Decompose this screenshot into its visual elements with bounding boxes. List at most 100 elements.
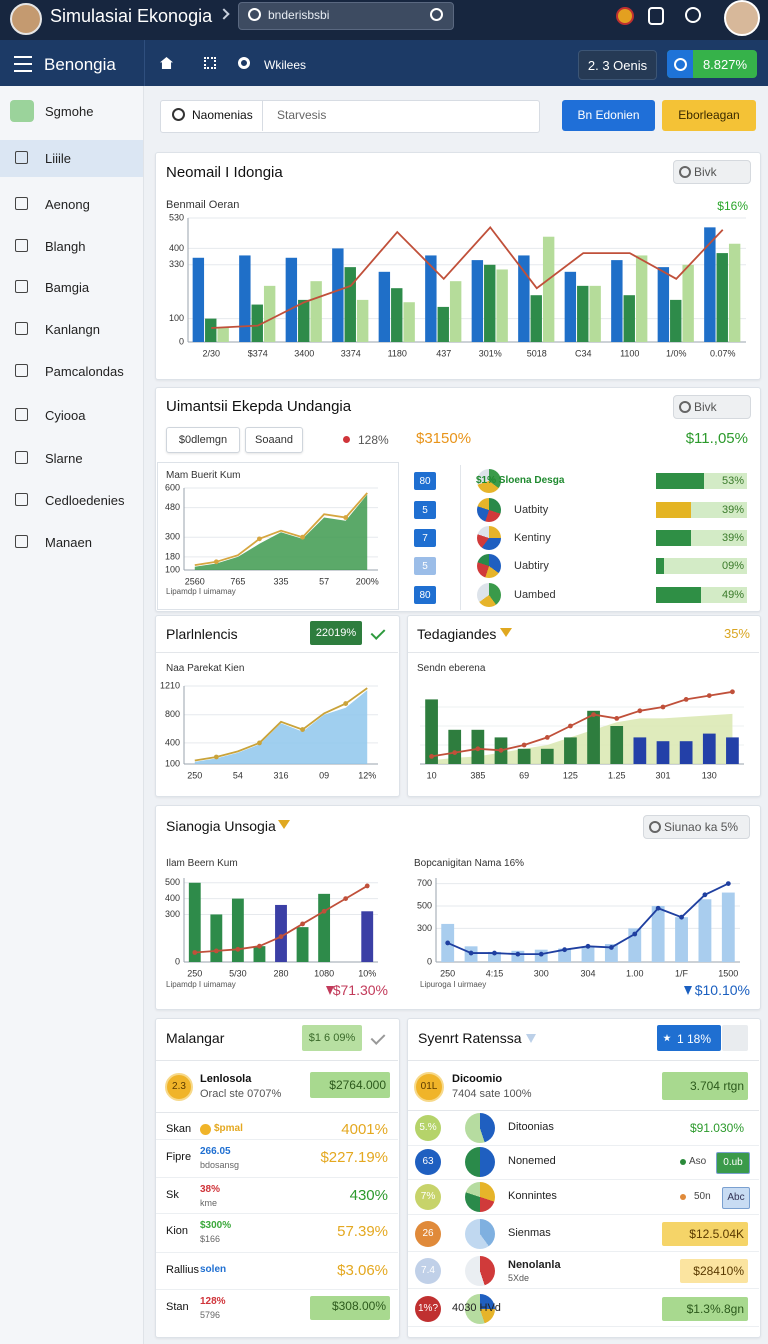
bar: [488, 951, 501, 962]
x-tick-label: 1/F: [675, 968, 689, 978]
sidebar-icon[interactable]: [15, 408, 28, 421]
row-value: $12.5.04K: [689, 1227, 744, 1241]
badge-label: Siunao ka 5%: [664, 820, 739, 834]
nav-button-label: 2. 3 Oenis: [587, 58, 648, 73]
sidebar-icon[interactable]: [15, 493, 28, 506]
settings-icon[interactable]: [648, 7, 664, 25]
sidebar-item[interactable]: Cedloedenies: [45, 493, 125, 508]
row-tag: $pmal: [214, 1123, 243, 1134]
bar: [656, 741, 670, 764]
grid-icon[interactable]: [204, 57, 216, 69]
chart-title: Bopcanigitan Nama 16%: [414, 858, 525, 869]
x-tick-label: 250: [187, 968, 202, 978]
sidebar-icon[interactable]: [15, 151, 28, 164]
point: [608, 945, 614, 950]
filter-search[interactable]: Naomenias: [192, 108, 253, 122]
sidebar-item[interactable]: Liiile: [45, 151, 72, 166]
panel-badge[interactable]: Bivk: [673, 160, 751, 184]
bar: [604, 944, 618, 962]
sidebar-item[interactable]: Slarne: [45, 451, 83, 466]
badge-label: $1 6 09%: [308, 1032, 356, 1044]
row-label: Ditoonias: [508, 1121, 554, 1133]
bar: [675, 917, 688, 962]
y-tick-label: 300: [165, 909, 180, 919]
head-badge: 2.3: [165, 1073, 193, 1101]
home-icon[interactable]: [160, 57, 173, 69]
sidebar-icon[interactable]: [15, 364, 28, 377]
share-icon[interactable]: [685, 7, 701, 23]
x-tick-label: 280: [273, 968, 288, 978]
sidebar-icon[interactable]: [15, 239, 28, 252]
sidebar-item[interactable]: Sgmohe: [45, 104, 94, 119]
line: [211, 225, 724, 329]
x-tick-label: 10: [427, 770, 437, 780]
sidebar-icon[interactable]: [15, 535, 28, 548]
bar: [517, 748, 531, 764]
bar: [651, 906, 665, 962]
x-tick-label: 301: [655, 770, 670, 780]
notify-icon[interactable]: [616, 7, 634, 25]
badge-icon: [663, 1034, 671, 1042]
sidebar-item[interactable]: Aenong: [45, 197, 90, 212]
row-label: Nonemed: [508, 1155, 556, 1167]
sidebar-icon[interactable]: [15, 197, 28, 210]
point: [257, 943, 262, 949]
filter-chip[interactable]: Soaand: [245, 427, 303, 453]
x-tick-label: 69: [519, 770, 529, 780]
sidebar-item[interactable]: Kanlangn: [45, 322, 100, 337]
nav-button[interactable]: 8.827%: [667, 50, 757, 78]
menu-icon[interactable]: [14, 56, 32, 58]
row-value: 0.ub: [723, 1157, 743, 1168]
sidebar-icon[interactable]: [15, 322, 28, 335]
panel-badge[interactable]: Bivk: [673, 395, 751, 419]
chart-caption: Lipuroga I uirmaey: [420, 980, 487, 989]
sidebar-item[interactable]: Manaen: [45, 535, 92, 550]
sidebar-icon[interactable]: [15, 280, 28, 293]
filter-input[interactable]: Starvesis: [277, 108, 327, 122]
panel-stat: $3150%: [416, 430, 472, 447]
chart: 10 385 69 125 1.25 301 130: [420, 689, 744, 780]
point: [679, 914, 684, 920]
row-badge: 7%: [415, 1184, 441, 1210]
pie-icon: [477, 554, 501, 578]
sidebar-active: [0, 140, 143, 177]
row-badge-label: 1%?: [417, 1303, 438, 1314]
search-box[interactable]: [238, 2, 454, 30]
y-tick-label: 0: [175, 956, 180, 966]
point: [655, 905, 661, 911]
menu-icon[interactable]: [14, 63, 32, 65]
profile-avatar[interactable]: [724, 0, 760, 36]
nav-link[interactable]: Wkilees: [264, 58, 307, 72]
nav-title: Benongia: [44, 55, 116, 74]
filter-chip[interactable]: $0dlemgn: [166, 427, 240, 453]
y-tick-label: 400: [169, 243, 184, 253]
pie-icon: [465, 1113, 495, 1143]
sidebar-icon[interactable]: [10, 100, 34, 122]
sidebar-item[interactable]: Pamcalondas: [45, 364, 124, 379]
list-badge: 80: [414, 586, 436, 604]
badge-extra[interactable]: [722, 1025, 748, 1051]
nav-button[interactable]: 2. 3 Oenis: [578, 50, 657, 80]
bar: [542, 236, 555, 342]
sidebar-item[interactable]: Cyiooa: [45, 408, 86, 423]
x-tick-label: 437: [436, 348, 451, 358]
chart-title: Naa Parekat Kien: [166, 663, 245, 674]
point: [702, 892, 708, 898]
bar: [403, 302, 415, 342]
target-icon[interactable]: [238, 57, 250, 69]
avatar[interactable]: [10, 3, 42, 35]
bar: [298, 299, 310, 342]
menu-icon[interactable]: [14, 70, 32, 72]
row-tag: solen: [200, 1264, 227, 1275]
row-label: Stan: [166, 1301, 189, 1313]
filter-button[interactable]: Eborleagan: [662, 100, 756, 131]
filter-button[interactable]: Bn Edonien: [562, 100, 655, 131]
row-divider: [156, 1139, 398, 1140]
sidebar-item[interactable]: Bamgia: [45, 280, 90, 295]
bar: [577, 285, 589, 342]
sidebar-item[interactable]: Blangh: [45, 239, 86, 254]
x-tick-label: 54: [233, 770, 243, 780]
panel-badge[interactable]: Siunao ka 5%: [643, 815, 750, 839]
sidebar-icon[interactable]: [15, 451, 28, 464]
x-tick-label: 5/30: [229, 968, 247, 978]
